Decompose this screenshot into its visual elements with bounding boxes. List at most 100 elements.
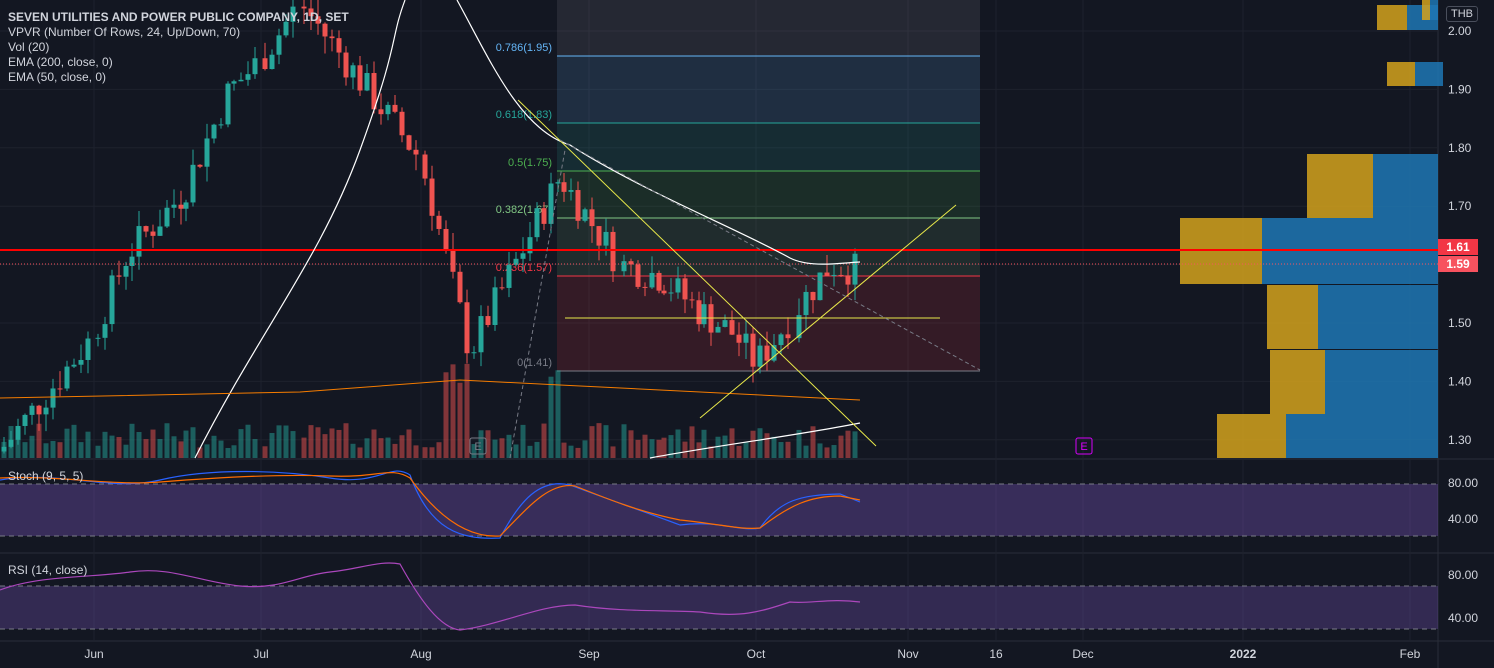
candle-body — [171, 204, 177, 208]
volume-bar — [568, 445, 574, 458]
volume-bar — [385, 437, 391, 458]
volume-bar — [582, 440, 588, 458]
volume-bar — [575, 447, 581, 458]
volume-bar — [364, 438, 370, 458]
candle-body — [36, 405, 42, 415]
fib-zone — [557, 123, 980, 171]
candle-body — [722, 320, 728, 327]
volume-bar — [178, 441, 184, 458]
price-tick-label: 1.90 — [1448, 82, 1472, 96]
price-tick-label: 2.00 — [1448, 24, 1472, 38]
volume-bar — [689, 426, 695, 458]
volume-bar — [499, 438, 505, 458]
chart-legend: SEVEN UTILITIES AND POWER PUBLIC COMPANY… — [8, 10, 349, 85]
ema50-line — [456, 0, 861, 265]
candle-body — [109, 275, 115, 325]
volume-bar — [336, 429, 342, 458]
volume-bar — [238, 429, 244, 458]
candle-body — [371, 73, 377, 110]
dashed-leg — [509, 149, 566, 459]
legend-ema200[interactable]: EMA (200, close, 0) — [8, 55, 113, 69]
volume-bar — [22, 442, 28, 458]
candle-body — [743, 333, 749, 343]
candle-body — [164, 207, 170, 227]
volume-bar — [164, 423, 170, 458]
candle-body — [269, 54, 275, 70]
symbol-title[interactable]: SEVEN UTILITIES AND POWER PUBLIC COMPANY… — [8, 10, 349, 24]
candle-body — [628, 261, 634, 265]
volume-bar — [621, 424, 627, 458]
candle-body — [136, 226, 142, 257]
volume-bar — [50, 440, 56, 458]
candle-body — [350, 65, 356, 78]
candle-body — [803, 291, 809, 316]
trend-line-down — [517, 99, 877, 447]
volume-bar — [116, 437, 122, 458]
volume-bar — [129, 423, 135, 458]
candle-body — [22, 414, 28, 426]
volume-bar — [343, 423, 349, 458]
candle-body — [218, 124, 224, 126]
volume-bar — [810, 426, 816, 458]
volume-bar — [57, 442, 63, 458]
vpvr-down-bar — [1270, 350, 1325, 414]
candle-body — [343, 52, 349, 78]
candle-body — [308, 8, 314, 17]
candle-body — [689, 299, 695, 301]
trend-line-up — [699, 204, 957, 419]
vpvr-down-bar — [1267, 285, 1318, 349]
candle-body — [64, 366, 70, 389]
legend-vpvr[interactable]: VPVR (Number Of Rows, 24, Up/Down, 70) — [8, 25, 241, 39]
candle-body — [50, 388, 56, 408]
candle-body — [555, 182, 561, 184]
volume-bar — [642, 434, 648, 458]
volume-bar — [190, 427, 196, 458]
candle-body — [548, 183, 554, 224]
candle-body — [211, 124, 217, 139]
time-tick-label: Jun — [84, 647, 103, 661]
candle-body — [527, 237, 533, 254]
volume-bar — [764, 433, 770, 458]
candle-body — [329, 36, 335, 39]
candle-body — [492, 287, 498, 325]
legend-vol[interactable]: Vol (20) — [8, 40, 50, 54]
candle-body — [603, 231, 609, 246]
volume-bar — [211, 435, 217, 458]
volume-bar — [708, 446, 714, 458]
time-tick-label: Nov — [897, 647, 918, 661]
volume-bar — [315, 427, 321, 458]
volume-bar — [838, 435, 844, 458]
candle-body — [810, 291, 816, 301]
stoch-label[interactable]: Stoch (9, 5, 5) — [8, 469, 84, 483]
volume-bar — [527, 445, 533, 458]
volume-bar — [231, 445, 237, 458]
vpvr-up-bar — [1325, 350, 1438, 414]
candle-body — [621, 261, 627, 272]
candle-body — [852, 253, 858, 285]
volume-bar — [399, 435, 405, 458]
candle-body — [610, 231, 616, 272]
volume-bar — [308, 425, 314, 458]
candle-body — [785, 334, 791, 339]
time-tick-label: Jul — [253, 647, 268, 661]
earnings-marker-icon — [469, 437, 487, 455]
volume-bar — [450, 364, 456, 458]
candle-body — [283, 21, 289, 36]
candle-body — [422, 154, 428, 179]
vpvr-down-bar — [1422, 0, 1430, 20]
legend-ema50[interactable]: EMA (50, close, 0) — [8, 70, 107, 84]
price-tick-label: 1.40 — [1448, 374, 1472, 388]
volume-bar — [596, 423, 602, 458]
fib-zone-top — [557, 0, 980, 56]
time-tick-label: Sep — [578, 647, 600, 661]
currency-badge[interactable]: THB — [1446, 6, 1478, 22]
candle-body — [771, 345, 777, 361]
volume-bar — [197, 447, 203, 458]
rsi-label[interactable]: RSI (14, close) — [8, 563, 88, 577]
volume-bar — [656, 439, 662, 458]
volume-bar — [109, 435, 115, 458]
candle-body — [824, 272, 830, 276]
candle-body — [838, 274, 844, 276]
volume-bar — [534, 441, 540, 458]
